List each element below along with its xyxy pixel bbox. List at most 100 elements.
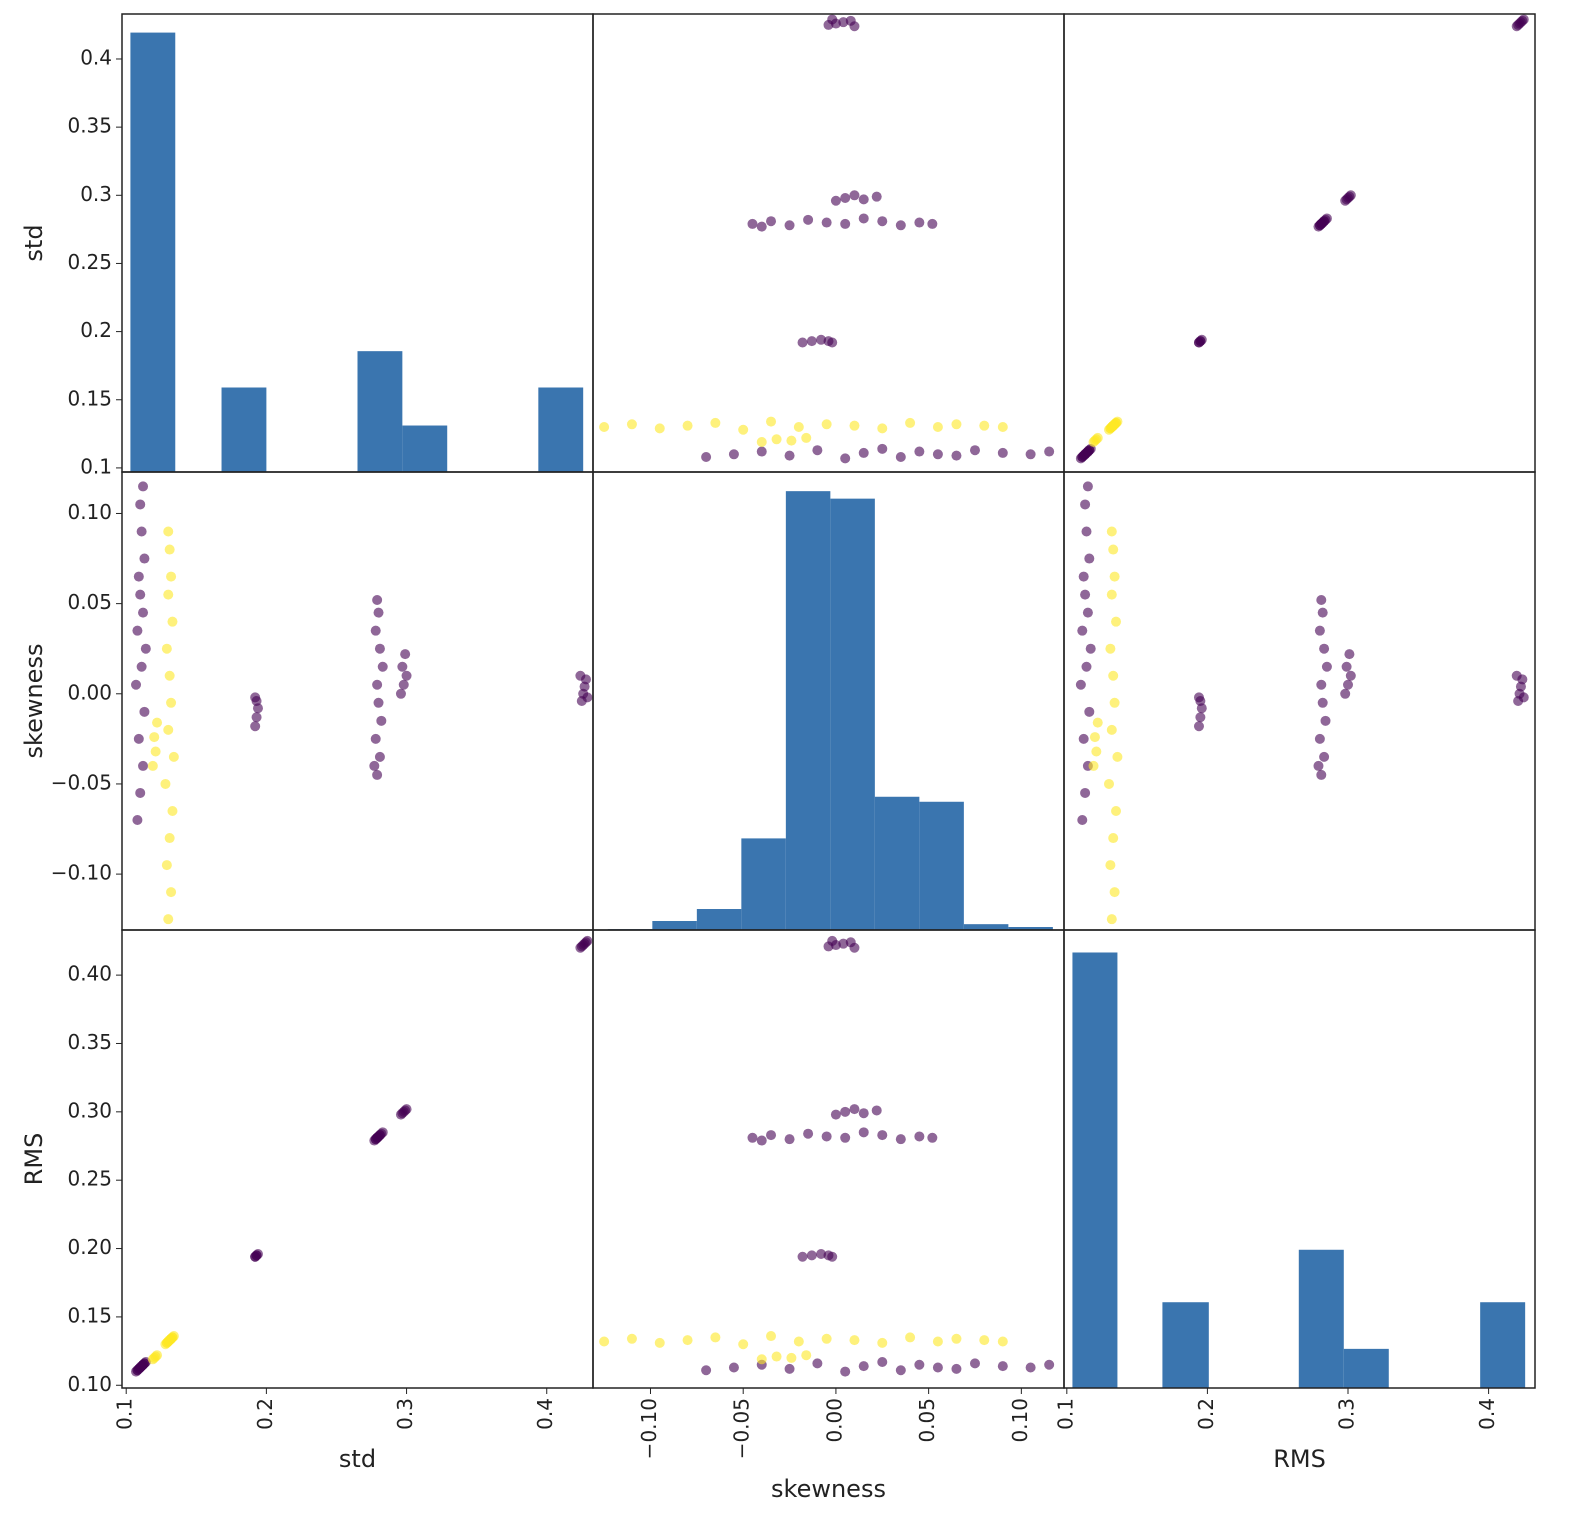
scatter-point [932,1336,943,1347]
scatter-point [969,1358,980,1369]
scatter-point [801,1350,812,1361]
scatter-point [1080,499,1091,510]
scatter-point [152,1350,163,1361]
scatter-point [1105,860,1116,871]
scatter-point [830,1109,841,1120]
histogram-bar [874,796,920,930]
scatter-point [1081,526,1092,537]
scatter-point [849,420,860,431]
scatter-point [161,643,172,654]
scatter-point [370,733,381,744]
scatter-point [756,446,767,457]
scatter-point [1109,887,1120,898]
scatter-point [1080,589,1091,600]
scatter-point [1106,526,1117,537]
scatter-point [160,778,171,789]
scatter-point [1078,571,1089,582]
scatter-point [793,422,804,433]
scatter-point [395,688,406,699]
scatter-point [152,717,163,728]
scatter-point [806,336,817,347]
scatter-point [1109,697,1120,708]
scatter-point [250,1251,261,1262]
scatter-point [806,1250,817,1261]
x-tick-label: 0.3 [393,1398,417,1430]
scatter-point [827,337,838,348]
scatter-point [138,760,149,771]
y-axis-label: std [20,224,48,261]
scatter-point [369,760,380,771]
scatter-point [654,1337,665,1348]
histogram-bar [919,801,964,930]
scatter-point [849,942,860,953]
scatter-point [1317,607,1328,618]
histogram-bar [538,387,584,472]
histogram-bar [402,425,448,472]
y-tick-label: 0.40 [67,962,112,986]
scatter-point [1092,432,1103,443]
scatter-point [797,1251,808,1262]
scatter-point [1080,787,1091,798]
scatter-point [1321,661,1332,672]
scatter-point [582,935,593,946]
scatter-point [136,526,147,537]
scatter-point [373,607,384,618]
scatter-point [374,751,385,762]
scatter-point [766,1130,777,1141]
scatter-point [871,1105,882,1116]
scatter-point [168,751,179,762]
scatter-point [951,450,962,461]
scatter-point [599,1336,610,1347]
scatter-point [728,449,739,460]
panel-frame [592,929,1065,1389]
scatter-point [766,416,777,427]
x-tick-label: −0.10 [637,1398,661,1459]
scatter-point [747,218,758,229]
scatter-point [1077,625,1088,636]
scatter-point [756,221,767,232]
scatter-point [1105,643,1116,654]
scatter-point [766,216,777,227]
scatter-point [849,1335,860,1346]
scatter-point [816,334,827,345]
scatter-point [1082,607,1093,618]
scatter-point [1340,688,1351,699]
x-axis-label: skewness [771,1475,886,1503]
scatter-point [979,420,990,431]
scatter-point [803,214,814,225]
scatter-point [997,422,1008,433]
y-tick-label: 0.35 [67,1030,112,1054]
scatter-point [370,625,381,636]
scatter-point [138,1359,149,1370]
scatter-point [858,213,869,224]
y-tick-label: 0.4 [80,45,112,69]
scatter-point [1511,21,1522,32]
scatter-point [1195,712,1206,723]
scatter-point [858,447,869,458]
scatter-point [1084,706,1095,717]
x-tick-label: 0.00 [822,1398,846,1443]
scatter-point [374,643,385,654]
scatter-point [840,453,851,464]
scatter-point [1345,670,1356,681]
scatter-point [1111,805,1122,816]
scatter-point [997,1336,1008,1347]
y-tick-label: 0.3 [80,182,112,206]
scatter-point [1089,732,1100,743]
scatter-point [131,679,142,690]
scatter-point [927,218,938,229]
scatter-point [797,337,808,348]
scatter-point [654,423,665,434]
x-tick-label: 0.4 [1475,1398,1499,1430]
x-tick-label: 0.2 [1194,1398,1218,1430]
scatter-point [163,1336,174,1347]
scatter-point [1108,544,1119,555]
scatter-point [136,661,147,672]
scatter-point [626,419,637,430]
histogram-bar [1343,1348,1389,1388]
scatter-point [398,679,409,690]
scatter-point [771,434,782,445]
scatter-point [147,760,158,771]
scatter-point [830,195,841,206]
